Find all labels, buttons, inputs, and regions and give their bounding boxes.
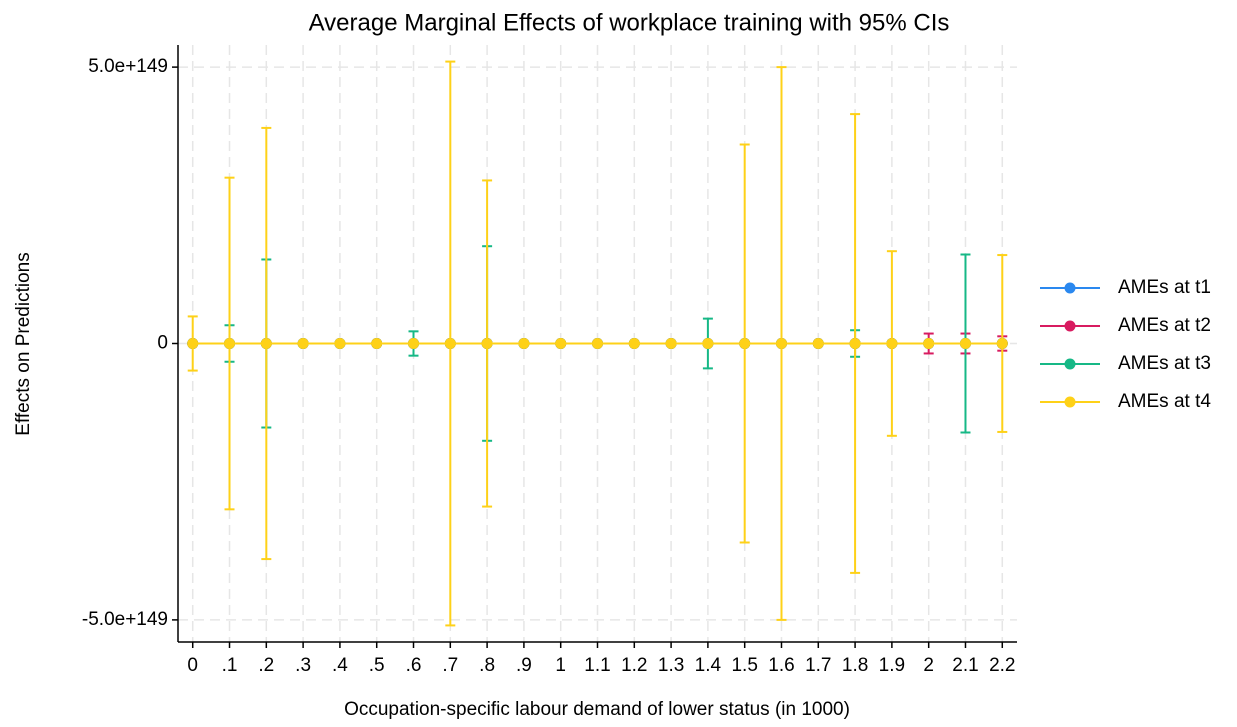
point bbox=[996, 338, 1008, 349]
point bbox=[628, 338, 640, 349]
point bbox=[849, 338, 861, 349]
point bbox=[739, 338, 751, 349]
x-tick-label: 0 bbox=[187, 655, 198, 676]
x-tick-label: 2.2 bbox=[989, 655, 1015, 676]
x-tick-label: 1.9 bbox=[879, 655, 905, 676]
x-tick-label: 1.8 bbox=[842, 655, 868, 676]
x-tick-label: .2 bbox=[258, 655, 274, 676]
x-tick-label: 1 bbox=[555, 655, 566, 676]
x-tick-label: .7 bbox=[442, 655, 458, 676]
point bbox=[665, 338, 677, 349]
point bbox=[812, 338, 824, 349]
point bbox=[481, 338, 493, 349]
point bbox=[297, 338, 309, 349]
y-tick-label: 5.0e+149 bbox=[88, 56, 168, 77]
legend-label: AMEs at t4 bbox=[1118, 391, 1211, 412]
point bbox=[334, 338, 346, 349]
chart-title: Average Marginal Effects of workplace tr… bbox=[309, 9, 950, 36]
x-tick-label: 1.2 bbox=[621, 655, 647, 676]
x-tick-label: 1.4 bbox=[695, 655, 722, 676]
x-tick-label: .9 bbox=[516, 655, 532, 676]
point bbox=[959, 338, 971, 349]
x-tick-label: .6 bbox=[406, 655, 422, 676]
series bbox=[187, 60, 1008, 627]
point bbox=[371, 338, 383, 349]
x-axis-label: Occupation-specific labour demand of low… bbox=[344, 699, 850, 720]
point bbox=[702, 338, 714, 349]
point bbox=[187, 338, 199, 349]
x-tick-label: .1 bbox=[222, 655, 238, 676]
x-tick-label: .5 bbox=[369, 655, 385, 676]
x-tick-label: 1.3 bbox=[658, 655, 684, 676]
point bbox=[592, 338, 603, 349]
point bbox=[444, 338, 456, 349]
x-tick-label: 2 bbox=[923, 655, 934, 676]
x-tick-label: 2.1 bbox=[952, 655, 978, 676]
legend-label: AMEs at t3 bbox=[1118, 353, 1211, 374]
legend-label: AMEs at t1 bbox=[1118, 277, 1211, 298]
point bbox=[224, 338, 236, 349]
legend-marker bbox=[1064, 282, 1076, 294]
point bbox=[408, 338, 420, 349]
legend-marker bbox=[1064, 320, 1076, 332]
y-axis-label: Effects on Predictions bbox=[13, 252, 34, 435]
point bbox=[923, 338, 935, 349]
x-tick-label: 1.7 bbox=[805, 655, 831, 676]
point bbox=[886, 338, 898, 349]
point bbox=[555, 338, 567, 349]
x-tick-label: .4 bbox=[332, 655, 348, 676]
y-tick-label: 0 bbox=[157, 333, 168, 354]
point bbox=[775, 338, 787, 349]
point bbox=[518, 338, 530, 349]
x-tick-label: 1.5 bbox=[731, 655, 757, 676]
point bbox=[260, 338, 272, 349]
legend-label: AMEs at t2 bbox=[1118, 315, 1211, 336]
x-tick-label: 1.1 bbox=[584, 655, 610, 676]
x-tick-label: 1.6 bbox=[768, 655, 794, 676]
x-tick-label: .8 bbox=[479, 655, 495, 676]
x-tick-label: .3 bbox=[295, 655, 311, 676]
y-tick-label: -5.0e+149 bbox=[82, 609, 168, 630]
legend-marker bbox=[1064, 358, 1076, 370]
legend-marker bbox=[1064, 396, 1076, 408]
